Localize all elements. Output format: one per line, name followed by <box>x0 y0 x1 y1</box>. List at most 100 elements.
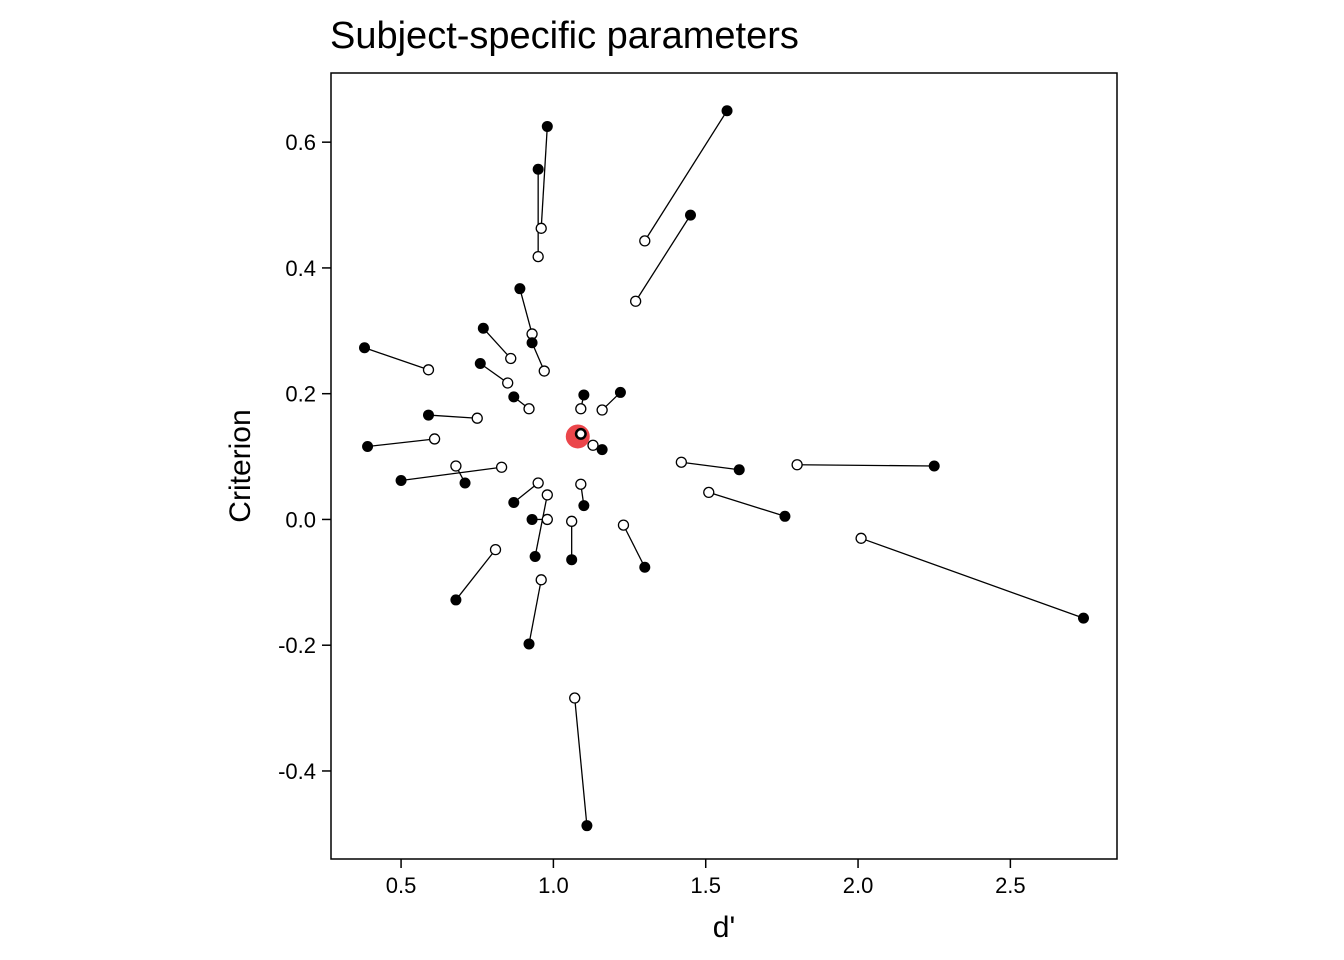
x-axis: 0.5 1.0 1.5 2.0 2.5 <box>386 859 1026 898</box>
filled-point <box>514 283 526 295</box>
filled-point <box>532 163 544 175</box>
filled-point <box>639 561 651 573</box>
open-point <box>523 403 535 415</box>
open-point <box>855 532 867 544</box>
y-tick-label: -0.2 <box>278 633 316 658</box>
x-tick-label: 0.5 <box>386 873 417 898</box>
open-point <box>575 403 587 415</box>
filled-point <box>477 322 489 334</box>
open-point <box>541 489 553 501</box>
filled-point <box>1077 612 1089 624</box>
connector-line <box>455 549 497 601</box>
open-point <box>422 364 435 376</box>
open-point <box>596 404 608 416</box>
filled-point <box>474 358 486 370</box>
open-point <box>535 574 547 586</box>
filled-point <box>779 510 791 522</box>
open-point <box>532 250 544 263</box>
filled-point <box>395 474 407 486</box>
connector-line <box>708 491 786 517</box>
x-axis-label: d' <box>713 911 735 944</box>
connector-line <box>519 288 533 335</box>
filled-point <box>362 441 374 453</box>
open-point <box>541 513 553 526</box>
y-axis-label: Criterion <box>224 409 257 522</box>
connector-line <box>364 347 429 371</box>
x-tick-label: 1.5 <box>690 873 721 898</box>
connector-line <box>428 414 478 419</box>
open-point <box>639 235 651 247</box>
highlight-inner-layer <box>574 427 587 440</box>
connector-line <box>860 537 1084 619</box>
connector-line <box>797 464 935 467</box>
open-point <box>630 295 642 307</box>
open-point <box>535 222 547 234</box>
filled-point <box>541 120 553 132</box>
connector-line <box>622 524 646 568</box>
open-point <box>587 439 599 451</box>
filled-point <box>928 460 940 472</box>
filled-point <box>508 391 520 403</box>
open-point <box>450 460 462 472</box>
open-point <box>617 519 630 531</box>
filled-points-series <box>359 105 1089 832</box>
plot-frame <box>330 72 1118 860</box>
filled-point <box>459 477 471 489</box>
filled-point <box>508 496 520 508</box>
open-point <box>675 456 687 468</box>
filled-point <box>359 342 371 354</box>
open-point <box>428 433 441 445</box>
filled-point <box>422 409 434 421</box>
filled-point <box>578 389 590 401</box>
filled-point <box>566 554 578 566</box>
open-point <box>505 352 517 365</box>
connector-line <box>534 494 548 557</box>
open-point <box>566 515 578 527</box>
connector-line <box>574 697 588 826</box>
connector-line <box>635 214 692 302</box>
connector-line <box>482 327 512 359</box>
open-point <box>471 412 483 424</box>
highlight-inner-point <box>577 430 585 438</box>
y-tick-label: -0.4 <box>278 759 316 784</box>
filled-point <box>529 551 541 563</box>
connector-line <box>528 579 542 645</box>
filled-point <box>581 820 593 832</box>
y-tick-label: 0.6 <box>285 130 316 155</box>
filled-point <box>721 105 733 117</box>
open-point <box>575 478 587 490</box>
connector-line <box>400 466 502 482</box>
x-tick-label: 1.0 <box>538 873 569 898</box>
connector-lines <box>364 110 1084 826</box>
connector-line <box>681 461 740 471</box>
filled-point <box>684 209 696 221</box>
connector-line <box>540 126 548 229</box>
filled-point <box>450 594 462 606</box>
y-tick-label: 0.0 <box>285 507 316 532</box>
open-point <box>538 365 550 377</box>
filled-point <box>578 500 590 512</box>
open-point <box>489 543 502 556</box>
open-point <box>703 486 715 499</box>
open-point <box>502 377 514 389</box>
x-tick-label: 2.5 <box>995 873 1026 898</box>
filled-point <box>526 513 538 525</box>
open-point <box>569 692 581 704</box>
chart-title: Subject-specific parameters <box>330 15 799 57</box>
open-points-series <box>422 222 867 704</box>
filled-point <box>523 638 535 650</box>
y-tick-label: 0.2 <box>285 382 316 407</box>
connector-line <box>367 438 435 448</box>
y-axis: -0.4 -0.2 0.0 0.2 0.4 0.6 <box>278 130 331 784</box>
open-point <box>791 459 803 471</box>
connector-line <box>644 110 728 242</box>
filled-point <box>596 444 608 456</box>
filled-point <box>614 386 626 398</box>
open-point <box>495 461 508 473</box>
x-tick-label: 2.0 <box>843 873 874 898</box>
filled-point <box>733 464 745 476</box>
y-tick-label: 0.4 <box>285 256 316 281</box>
filled-point <box>526 337 538 349</box>
open-point <box>532 477 544 489</box>
